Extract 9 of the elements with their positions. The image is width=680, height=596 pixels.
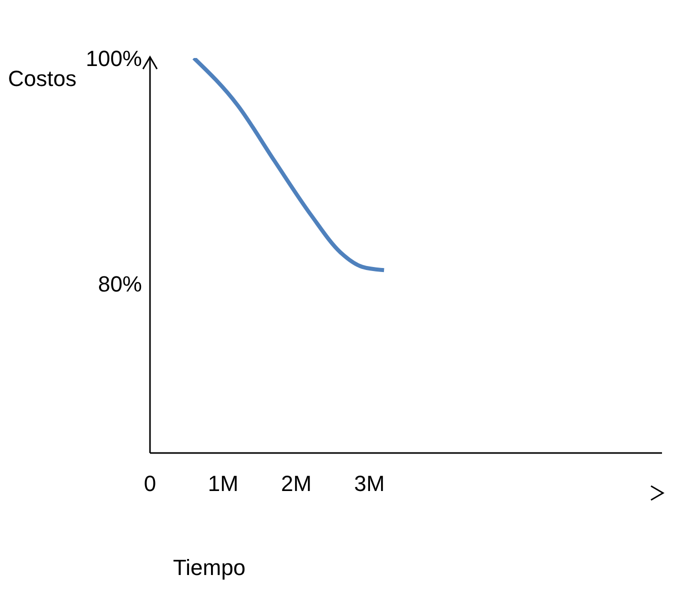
x-axis-title: Tiempo bbox=[173, 555, 246, 581]
x-tick-label: 3M bbox=[354, 471, 385, 496]
x-tick-label: 1M bbox=[208, 471, 238, 496]
x-tick-label: 2M bbox=[281, 471, 312, 496]
y-axis-title: Costos bbox=[8, 66, 76, 92]
x-tick-label: 0 bbox=[144, 471, 156, 496]
y-tick-label: 80% bbox=[98, 272, 142, 297]
y-tick-label: 100% bbox=[86, 46, 142, 71]
line-series bbox=[192, 58, 386, 272]
